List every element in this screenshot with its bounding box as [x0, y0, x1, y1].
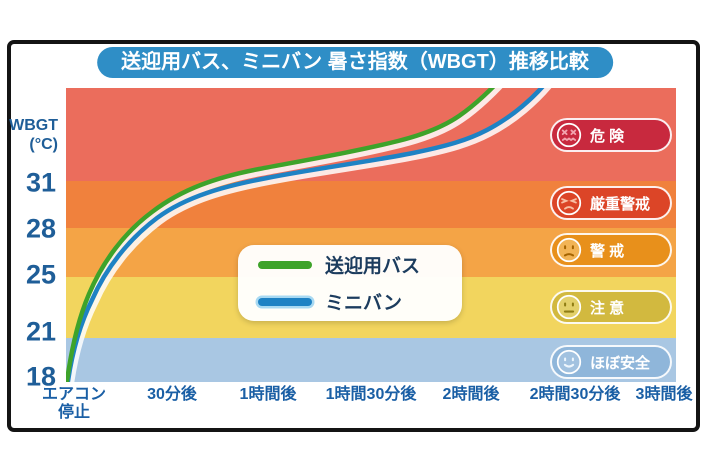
legend-item-shuttle-bus: 送迎用バス — [258, 251, 462, 278]
dizzy-face-icon — [556, 122, 582, 148]
curve-minivan — [66, 88, 545, 382]
neutral-face-icon — [556, 294, 582, 320]
level-badge-caution: 注 意 — [550, 290, 672, 324]
y-axis-unit-line2: (°C) — [29, 136, 58, 153]
level-badge-almost-safe: ほぼ安全 — [550, 345, 672, 379]
legend-label: ミニバン — [325, 293, 402, 314]
x-tick-line1: エアコン — [41, 386, 107, 403]
curve-shuttle-bus — [66, 88, 496, 382]
smile-face-icon — [556, 349, 582, 375]
y-tick-21: 21 — [25, 316, 56, 347]
wbgt-curves — [66, 88, 552, 382]
angry-face-icon — [556, 190, 582, 216]
y-tick-31: 31 — [25, 167, 56, 198]
x-tick-30min: 30分後 — [147, 386, 197, 403]
minivan-line-swatch — [258, 297, 312, 306]
x-tick-1h30min: 1時間30分後 — [325, 386, 417, 403]
y-axis-unit-line1: WBGT — [9, 117, 58, 134]
chart-title: 送迎用バス、ミニバン 暑さ指数（WBGT）推移比較 — [97, 47, 613, 78]
y-tick-28: 28 — [25, 213, 56, 244]
legend-item-minivan: ミニバン — [258, 288, 462, 315]
x-tick-aircon-stop: エアコン 停止 — [42, 386, 106, 422]
x-axis: エアコン 停止 30分後 1時間後 1時間30分後 2時間後 2時間30分後 3… — [0, 386, 710, 426]
y-tick-25: 25 — [25, 259, 56, 290]
shuttle-bus-line-swatch — [258, 260, 312, 269]
x-tick-line2: 停止 — [57, 404, 91, 421]
x-tick-3h: 3時間後 — [635, 386, 693, 403]
level-badge-danger: 危 険 — [550, 118, 672, 152]
level-label: 厳重警戒 — [590, 195, 651, 213]
legend: 送迎用バス ミニバン — [238, 245, 462, 321]
plot-area: 送迎用バス ミニバン 危 険 — [66, 88, 676, 382]
y-tick-18: 18 — [25, 361, 56, 392]
y-axis: WBGT (°C) 31 28 25 21 18 — [0, 0, 62, 474]
level-label: ほぼ安全 — [590, 354, 651, 372]
y-axis-unit: WBGT (°C) — [9, 116, 58, 154]
level-label: 警 戒 — [590, 242, 625, 260]
x-tick-2h: 2時間後 — [442, 386, 500, 403]
level-label: 注 意 — [590, 299, 625, 317]
level-badge-warning: 警 戒 — [550, 233, 672, 267]
frown-face-icon — [556, 237, 582, 263]
level-badge-severe-warning: 厳重警戒 — [550, 186, 672, 220]
legend-label: 送迎用バス — [325, 256, 421, 277]
x-tick-2h30min: 2時間30分後 — [529, 386, 621, 403]
x-tick-1h: 1時間後 — [239, 386, 297, 403]
level-label: 危 険 — [590, 127, 625, 145]
